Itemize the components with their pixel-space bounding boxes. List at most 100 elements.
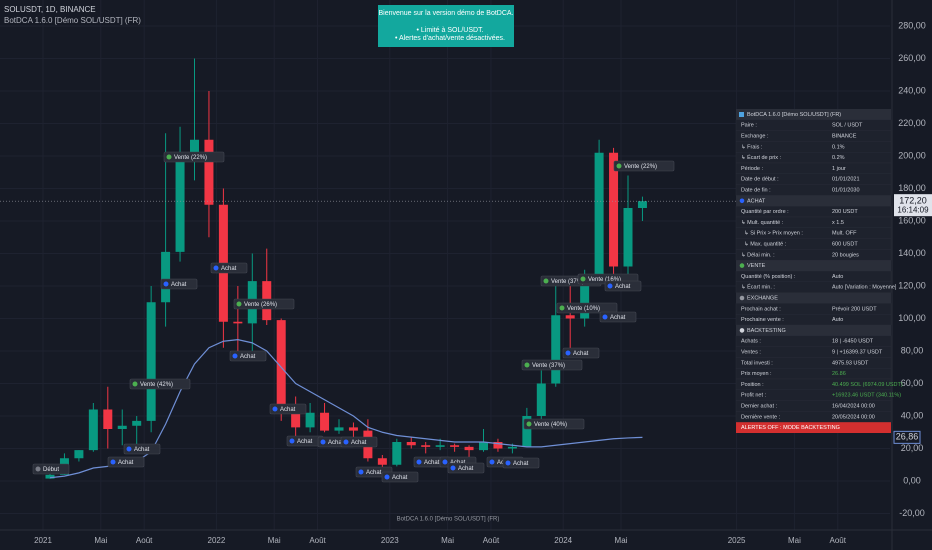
banner-box <box>378 5 514 47</box>
annotations: Début Achat Achat Vente (42%) Achat Vente (22… <box>32 151 675 483</box>
x-tick-label: Mai <box>94 536 107 545</box>
trade-label-box <box>210 262 248 274</box>
trade-label-text: Achat <box>458 466 474 472</box>
panel-row-value: 20 bougies <box>832 252 859 258</box>
trade-label: Achat <box>160 278 198 290</box>
trade-label: Achat <box>210 262 248 274</box>
candle-body <box>377 458 387 465</box>
countdown-label: 16:14:09 <box>897 205 929 214</box>
trade-label-dot <box>232 353 238 359</box>
panel-row-value: 01/01/2021 <box>832 177 860 183</box>
avg-price-tag <box>893 430 921 444</box>
panel-section-icon <box>739 295 745 301</box>
x-tick-label: 2023 <box>381 536 399 545</box>
x-tick-label: Août <box>309 536 326 545</box>
panel-row-label: Dernier achat : <box>741 403 778 409</box>
panel-row-value: 0.1% <box>832 144 845 150</box>
panel-title: BotDCA 1.6.0 [Démo SOL/USDT] (FR) <box>747 112 841 118</box>
trade-label-box <box>229 350 267 362</box>
candle-body <box>507 446 517 449</box>
panel-section-icon <box>739 263 745 268</box>
trade-label: Achat <box>599 311 637 323</box>
y-tick-label: 280,00 <box>898 20 926 30</box>
trade-label-dot <box>450 465 456 471</box>
panel-section-bg <box>736 292 891 304</box>
candle-body <box>45 474 55 479</box>
x-tick-label: 2021 <box>34 536 52 545</box>
trade-label-dot <box>559 305 565 311</box>
trade-label: Achat <box>381 471 419 483</box>
trade-label-box <box>604 280 642 292</box>
panel-row-label: ↳ Si Prix > Prix moyen : <box>741 230 803 237</box>
y-tick-label: 160,00 <box>898 215 926 225</box>
panel-row-value: Auto <box>832 317 843 323</box>
trade-label: Achat <box>502 457 540 469</box>
trade-label-dot <box>526 421 532 427</box>
panel-section-bg <box>736 325 891 336</box>
candle-body <box>305 412 315 428</box>
candle-body <box>291 407 301 428</box>
banner-line: • Alertes d'achat/vente désactivées. <box>395 35 505 42</box>
panel-alert-bg <box>736 422 891 433</box>
trade-label-text: Vente (37%) <box>551 279 584 285</box>
trade-label-dot <box>358 469 364 475</box>
y-tick-label: 260,00 <box>898 53 926 63</box>
plot <box>45 58 647 479</box>
trade-label: Début <box>32 463 70 475</box>
trade-label-text: Achat <box>297 439 313 445</box>
banner-line: • Limité à SOL/USDT. <box>416 27 483 34</box>
trade-label-text: Vente (42%) <box>140 382 173 388</box>
trade-label-text: Achat <box>221 266 237 272</box>
candle-body <box>594 152 604 278</box>
candle-body <box>117 425 127 429</box>
trade-label-text: Vente (40%) <box>534 422 567 428</box>
x-tick-label: 2022 <box>208 536 226 545</box>
panel-row-label: Prochaine vente : <box>741 317 784 323</box>
trade-label-text: Vente (16%) <box>588 277 621 283</box>
panel-row-label: ↳ Écart de prix : <box>741 154 782 161</box>
panel-section: EXCHANGE <box>747 295 778 301</box>
y-tick-label: 120,00 <box>898 280 926 290</box>
trade-label-box <box>523 418 585 430</box>
trade-label: Achat <box>229 350 267 362</box>
panel-row-value: +16923.46 USDT (340.11%) <box>832 393 901 399</box>
trade-label-dot <box>442 459 448 465</box>
panel-row-value: 4975.93 USDT <box>832 360 869 366</box>
panel-row-value: Prévoir 200 USDT <box>832 306 877 312</box>
trade-label-dot <box>607 283 613 289</box>
x-tick-label: Mai <box>615 536 628 545</box>
panel-row-label: Prix moyen : <box>741 371 772 377</box>
panel-section-bg <box>736 195 891 207</box>
trade-label-dot <box>416 459 422 465</box>
candle-body <box>276 320 286 408</box>
trade-label: Achat <box>604 280 642 292</box>
trade-label-box <box>381 471 419 483</box>
trade-label-dot <box>163 281 169 287</box>
trade-label-dot <box>543 278 549 284</box>
trade-label-box <box>447 462 485 474</box>
trade-label-text: Achat <box>610 315 626 321</box>
trade-label-box <box>129 378 191 390</box>
trade-label-text: Achat <box>513 461 529 467</box>
trade-label-dot <box>272 406 278 412</box>
trade-label-text: Vente (26%) <box>244 302 277 308</box>
trade-label: Achat <box>107 456 145 468</box>
trade-label-text: Achat <box>366 470 382 476</box>
trade-label-text: Vente (37%) <box>532 363 565 369</box>
x-tick-label: Août <box>830 536 847 545</box>
trade-label-box <box>123 443 161 455</box>
candle-body <box>493 442 503 449</box>
trade-label-dot <box>213 265 219 271</box>
candle-body <box>103 409 113 429</box>
panel-row-value: Mult. OFF <box>832 231 857 237</box>
panel-row-label: Prochain achat : <box>741 306 781 312</box>
trade-label-text: Achat <box>424 460 440 466</box>
trade-label-box <box>556 302 618 314</box>
trade-label: Achat <box>447 462 485 474</box>
panel-row-label: Total investi : <box>741 360 773 366</box>
trade-label-dot <box>126 446 132 452</box>
panel-row-label: ↳ Délai min. : <box>741 251 775 258</box>
trade-label: Vente (26%) <box>233 298 295 310</box>
x-tick-label: Mai <box>268 536 281 545</box>
